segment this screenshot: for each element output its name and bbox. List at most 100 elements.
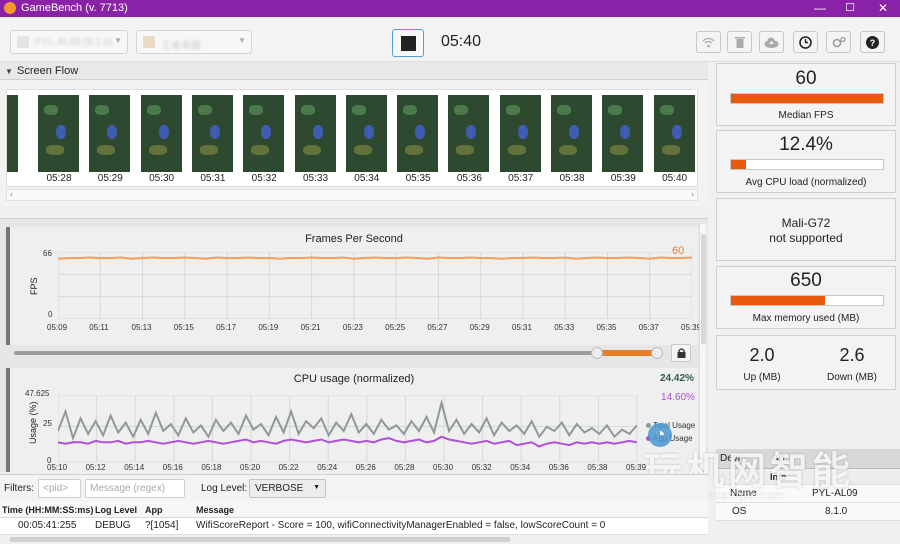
clock-icon	[799, 36, 812, 49]
screen-flow-time-label: 05:39	[610, 173, 636, 184]
legend-app-label: App Usage	[653, 434, 693, 443]
stop-recording-button[interactable]	[392, 29, 424, 57]
pid-filter-input[interactable]: <pid>	[38, 479, 81, 498]
legend-total-label: Total Usage	[653, 421, 696, 430]
wifi-icon	[702, 37, 715, 48]
x-tick-label: 05:36	[548, 463, 569, 472]
x-tick-label: 05:14	[124, 463, 145, 472]
screen-flow-frames[interactable]: 27 05:28 05:29 05:30 05:31 05:32 05:33 05:34 05:…	[6, 89, 698, 187]
device-info-header-label: Info	[770, 472, 787, 482]
lock-range-button[interactable]	[671, 344, 691, 362]
network-down-label: Down (MB)	[826, 372, 877, 383]
legend-total-usage: Total Usage	[646, 421, 695, 430]
log-horizontal-scrollbar[interactable]	[0, 534, 708, 544]
x-tick-label: 05:15	[173, 323, 194, 332]
tab-app[interactable]: Ap	[772, 453, 785, 464]
chevron-right-icon[interactable]: ›	[691, 189, 694, 199]
column-message[interactable]: Message	[196, 505, 235, 515]
fps-plot	[58, 252, 692, 319]
collapse-triangle-icon[interactable]: ▼	[5, 67, 13, 76]
screen-flow-thumbnail[interactable]	[294, 95, 336, 172]
thumbnail-detail	[403, 105, 418, 115]
thumbnail-detail	[312, 125, 323, 139]
message-filter-input[interactable]: Message (regex)	[85, 479, 185, 498]
window-title: GameBench (v. 7713)	[21, 2, 128, 14]
scrollbar-thumb[interactable]	[10, 537, 510, 542]
thumbnail-detail	[671, 125, 682, 139]
screen-flow-time-label: 05:30	[149, 173, 175, 184]
x-tick-label: 05:11	[89, 323, 109, 332]
screen-flow-thumbnail[interactable]	[653, 95, 695, 172]
screen-flow-thumbnail[interactable]	[243, 95, 285, 172]
tab-device[interactable]: Devi	[720, 453, 741, 464]
cpu-chart: CPU usage (normalized) Usage (%) 47.625 …	[6, 368, 698, 472]
thumbnail-detail	[107, 125, 118, 139]
log-level-select[interactable]: VERBOSE ▼	[249, 479, 326, 498]
screen-flow-thumbnail[interactable]	[140, 95, 182, 172]
screen-flow-header[interactable]: ▼ Screen Flow	[0, 62, 708, 80]
wifi-button[interactable]	[696, 31, 721, 53]
thumbnail-detail	[249, 105, 264, 115]
column-time[interactable]: Time (HH:MM:SS:ms)	[2, 505, 94, 515]
x-tick-label: 05:13	[131, 323, 152, 332]
range-end-handle[interactable]	[651, 347, 663, 359]
screen-flow-thumbnail[interactable]	[602, 95, 644, 172]
history-button[interactable]	[793, 31, 818, 53]
delete-button[interactable]	[727, 31, 752, 53]
upload-button[interactable]	[759, 31, 784, 53]
screen-flow-thumbnail[interactable]	[345, 95, 387, 172]
time-range-track[interactable]	[14, 351, 660, 355]
screen-flow-thumbnail[interactable]	[38, 95, 79, 172]
x-tick-label: 05:35	[596, 323, 617, 332]
device-select[interactable]: PYL-AL09 (8.1.0) ▼	[10, 30, 128, 54]
screen-flow-thumbnail[interactable]	[397, 95, 439, 172]
maximize-button[interactable]: ☐	[845, 2, 855, 14]
screen-flow-thumbnail[interactable]	[191, 95, 233, 172]
range-start-handle[interactable]	[591, 347, 603, 359]
screen-flow-thumbnail[interactable]	[7, 95, 18, 172]
charts-vertical-scrollbar[interactable]	[699, 224, 706, 470]
close-button[interactable]: ✕	[877, 1, 889, 15]
thumbnail-detail	[557, 105, 571, 115]
time-range-selection[interactable]	[597, 350, 657, 356]
x-tick-label: 05:30	[433, 463, 454, 472]
thumbnail-detail	[507, 145, 526, 155]
chevron-left-icon[interactable]: ‹	[10, 189, 13, 199]
log-time: 00:05:41:255	[18, 520, 77, 531]
screen-flow-scrollbar[interactable]: ‹ ›	[6, 189, 698, 201]
scrollbar-thumb[interactable]	[701, 234, 706, 344]
chevron-down-icon: ▼	[238, 36, 246, 45]
column-log-level[interactable]: Log Level	[95, 505, 138, 515]
settings-button[interactable]	[826, 31, 851, 53]
gamebench-badge-icon: ◔	[648, 423, 672, 447]
thumbnail-detail	[199, 145, 218, 155]
thumbnail-detail	[456, 145, 475, 155]
thumbnail-detail	[46, 145, 64, 155]
screen-flow-time-label: 05:29	[97, 173, 123, 184]
median-fps-bar	[730, 93, 884, 104]
thumbnail-detail	[363, 125, 374, 139]
chevron-down-icon: ▼	[313, 484, 320, 491]
cpu-load-panel: 12.4% Avg CPU load (normalized)	[716, 130, 896, 193]
chevron-down-icon: ▼	[114, 36, 122, 45]
minimize-button[interactable]: —	[814, 1, 826, 15]
thumbnail-detail	[353, 145, 372, 155]
help-button[interactable]: ?	[860, 31, 885, 53]
app-select[interactable]: 王者荣耀 ▼	[136, 30, 252, 54]
screen-flow-time-label: 27	[7, 173, 23, 184]
screen-flow-thumbnail[interactable]	[89, 95, 131, 172]
thumbnail-detail	[44, 105, 58, 115]
column-app[interactable]: App	[145, 505, 163, 515]
memory-label: Max memory used (MB)	[752, 313, 860, 324]
fps-chart-title: Frames Per Second	[305, 233, 403, 245]
thumbnail-detail	[251, 145, 270, 155]
x-tick-label: 05:18	[201, 463, 222, 472]
x-tick-label: 05:34	[510, 463, 531, 472]
screen-flow-time-label: 05:38	[559, 173, 585, 184]
screen-flow-thumbnail[interactable]	[551, 95, 592, 172]
table-row[interactable]: 00:05:41:255 DEBUG ?[1054] WifiScoreRepo…	[0, 518, 708, 534]
screen-flow-thumbnail[interactable]	[448, 95, 490, 172]
median-fps-value: 60	[795, 68, 817, 89]
thumbnail-detail	[300, 105, 315, 115]
screen-flow-thumbnail[interactable]	[499, 95, 541, 172]
